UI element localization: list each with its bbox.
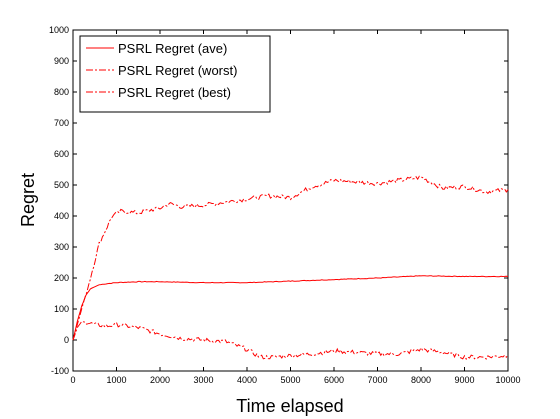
y-tick-label: -100 bbox=[51, 366, 69, 376]
x-axis-ticks: 0 1000 2000 3000 4000 5000 6000 7000 8000 9000 100… bbox=[70, 30, 521, 385]
y-tick-label: 1000 bbox=[49, 25, 69, 35]
y-tick-label: 100 bbox=[54, 304, 69, 314]
x-tick-label: 9000 bbox=[454, 375, 474, 385]
series-line-1 bbox=[72, 275, 509, 341]
y-axis-label: Regret bbox=[18, 173, 38, 227]
x-tick-label: 6000 bbox=[324, 375, 344, 385]
series-line-3 bbox=[72, 320, 509, 360]
x-tick-label: 8000 bbox=[411, 375, 431, 385]
legend-label-2: PSRL Regret (worst) bbox=[118, 63, 237, 78]
x-tick-label: 5000 bbox=[280, 375, 300, 385]
legend-box bbox=[79, 35, 271, 113]
y-axis-ticks: -100 0 100 200 300 400 500 600 700 800 900 1000 bbox=[49, 25, 508, 376]
y-tick-label: 900 bbox=[54, 56, 69, 66]
y-tick-label: 200 bbox=[54, 273, 69, 283]
x-tick-label: 3000 bbox=[193, 375, 213, 385]
y-tick-label: 800 bbox=[54, 87, 69, 97]
x-tick-label: 2000 bbox=[150, 375, 170, 385]
x-tick-label: 1000 bbox=[106, 375, 126, 385]
x-tick-label: 7000 bbox=[367, 375, 387, 385]
y-tick-label: 300 bbox=[54, 242, 69, 252]
x-tick-label: 4000 bbox=[237, 375, 257, 385]
series-layer bbox=[72, 175, 509, 360]
x-tick-label: 0 bbox=[70, 375, 75, 385]
series-line-2 bbox=[72, 175, 509, 341]
y-tick-label: 500 bbox=[54, 180, 69, 190]
y-tick-label: 0 bbox=[64, 335, 69, 345]
legend: PSRL Regret (ave) PSRL Regret (worst) PSRL… bbox=[79, 35, 271, 113]
y-tick-label: 400 bbox=[54, 211, 69, 221]
legend-label-3: PSRL Regret (best) bbox=[118, 85, 231, 100]
x-axis-label: Time elapsed bbox=[236, 396, 343, 416]
x-tick-label: 10000 bbox=[495, 375, 520, 385]
y-tick-label: 600 bbox=[54, 149, 69, 159]
legend-label-1: PSRL Regret (ave) bbox=[118, 41, 227, 56]
y-tick-label: 700 bbox=[54, 118, 69, 128]
